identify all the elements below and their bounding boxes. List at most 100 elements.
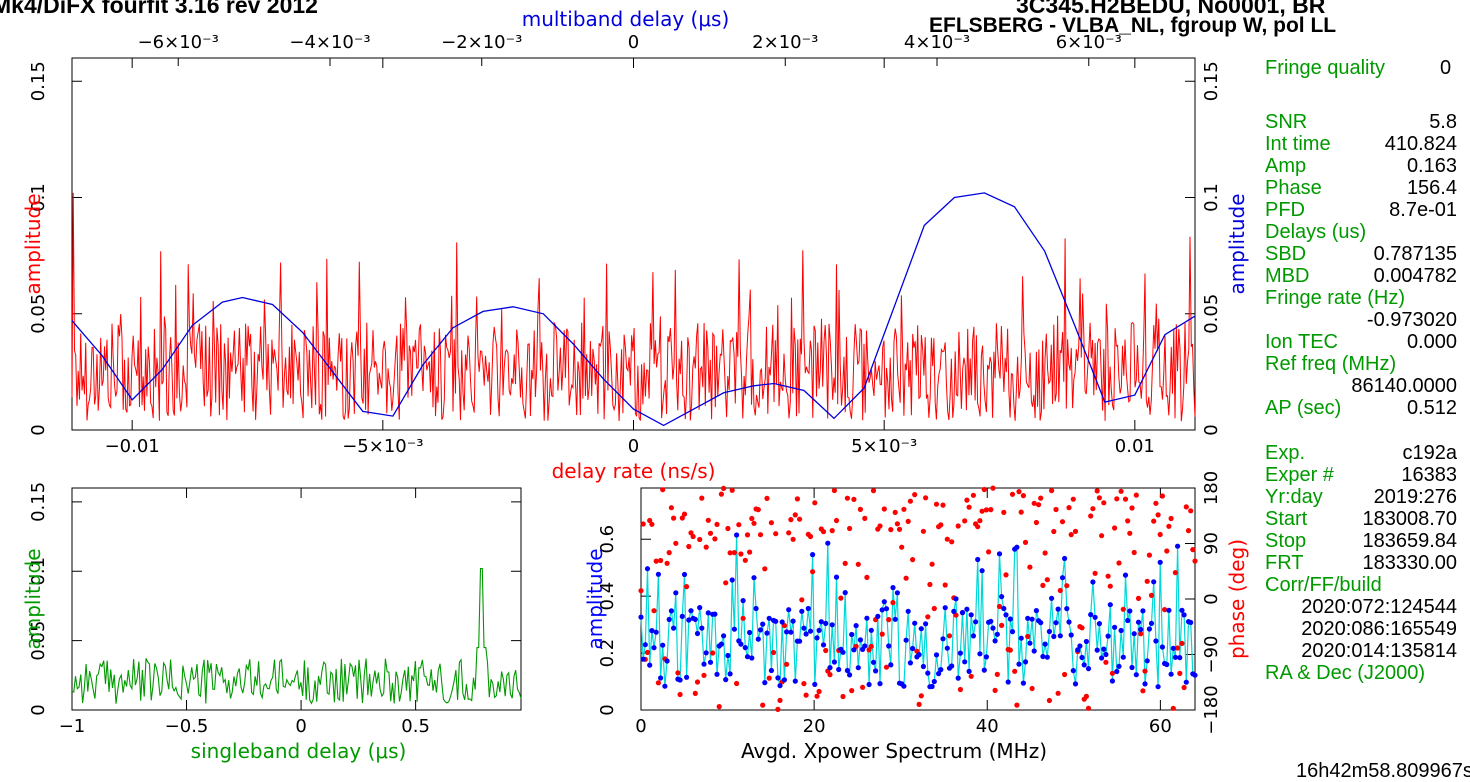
xpower-amplitude-point bbox=[944, 645, 950, 651]
exper-num-value: 16383 bbox=[1401, 464, 1457, 486]
xpower-phase-point bbox=[986, 549, 992, 555]
xpower-amplitude-point bbox=[983, 654, 990, 660]
xpower-amplitude-point bbox=[820, 642, 827, 648]
xpower-phase-point bbox=[655, 680, 662, 686]
xpower-amplitude-point bbox=[1133, 672, 1139, 678]
singleband-ylabel: amplitude bbox=[21, 548, 45, 649]
xpower-amplitude-point bbox=[718, 641, 725, 647]
xpower-amplitude-point bbox=[814, 635, 820, 641]
xpower-phase-point bbox=[757, 532, 764, 538]
delay-rate-y-tick-label: 0.1 bbox=[28, 183, 49, 212]
xpower-phase-point bbox=[868, 643, 874, 650]
xpower-phase-point bbox=[855, 561, 861, 567]
xpower-amplitude-point bbox=[1144, 658, 1150, 664]
xpower-phase-point bbox=[881, 506, 887, 512]
xpower-phase-point bbox=[644, 649, 651, 656]
xpower-phase-point bbox=[770, 649, 777, 656]
xpower-amplitude-point bbox=[873, 668, 879, 674]
xpower-phase-point bbox=[1036, 502, 1042, 508]
xpower-phase-point bbox=[894, 521, 901, 527]
xpower-phase-point bbox=[962, 518, 968, 524]
xpower-phase-point bbox=[829, 528, 835, 534]
xpower-amplitude-point bbox=[1031, 648, 1037, 654]
xpower-amplitude-point bbox=[1101, 646, 1107, 652]
xpower-phase-point bbox=[1101, 500, 1107, 506]
xpower-phase-point bbox=[1127, 530, 1133, 536]
xpower-amplitude-point bbox=[1025, 615, 1031, 621]
xpower-phase-point bbox=[1088, 513, 1094, 519]
xpower-phase-point bbox=[1157, 531, 1163, 538]
xpower-amplitude-point bbox=[686, 617, 692, 623]
xpower-amplitude-point bbox=[962, 659, 968, 665]
xpower-phase-point bbox=[1031, 500, 1037, 506]
xpower-amplitude-point bbox=[1181, 612, 1187, 618]
xpower-phase-point bbox=[760, 702, 766, 708]
delay-rate-ylabel-right: amplitude bbox=[1225, 193, 1249, 294]
start-label: Start bbox=[1265, 508, 1308, 530]
delay-rate-x-tick-label: 0 bbox=[628, 436, 639, 457]
xpower-amplitude-point bbox=[1140, 608, 1146, 614]
xpower-amplitude-point bbox=[918, 626, 924, 632]
xpower-phase-point bbox=[931, 605, 937, 612]
xpower-amplitude-point bbox=[916, 652, 922, 658]
xpower-phase-point bbox=[833, 517, 840, 524]
xpower-amplitude-point bbox=[1049, 595, 1055, 601]
xpower-amplitude-point bbox=[1064, 606, 1070, 612]
mbd-x-tick-label: 2×10⁻³ bbox=[752, 32, 818, 53]
xpower-amplitude-point bbox=[1040, 653, 1046, 660]
xpower-amplitude-point bbox=[959, 610, 966, 616]
xpower-phase-point bbox=[712, 536, 718, 542]
xpower-amplitude-point bbox=[823, 620, 829, 627]
xpower-amplitude-point bbox=[901, 683, 907, 689]
xpower-phase-point bbox=[734, 680, 740, 687]
xpower-amplitude-point bbox=[1007, 616, 1013, 622]
xpower-amplitude-point bbox=[853, 623, 859, 629]
xpower-phase-point bbox=[1055, 690, 1061, 696]
xpower-phase-tick-label: 180 bbox=[1201, 471, 1222, 505]
xpower-amplitude-point bbox=[723, 677, 729, 683]
xpower-amplitude-point bbox=[883, 606, 890, 612]
xpower-amplitude-point bbox=[799, 608, 805, 614]
xpower-phase-point bbox=[777, 697, 783, 704]
xpower-phase-point bbox=[1133, 492, 1139, 498]
xpower-amplitude-point bbox=[881, 599, 887, 605]
xpower-amplitude-point bbox=[1062, 555, 1068, 562]
xpower-amplitude-point bbox=[660, 642, 666, 648]
xpower-amplitude-point bbox=[1105, 633, 1111, 639]
fringe-rate-label: Fringe rate (Hz) bbox=[1265, 287, 1406, 309]
xpower-amplitude-point bbox=[1142, 681, 1148, 687]
mbd-x-tick-label: 6×10⁻³ bbox=[1056, 32, 1122, 53]
program-title: Mk4/DiFX fourfit 3.16 rev 2012 bbox=[0, 0, 318, 18]
fringe-quality-value: 0 bbox=[1440, 57, 1452, 79]
xpower-amplitude-point bbox=[655, 571, 662, 577]
xpower-amplitude-point bbox=[907, 660, 914, 666]
xpower-phase-point bbox=[1144, 578, 1150, 584]
xpower-phase-point bbox=[1170, 705, 1176, 711]
phase-label: Phase bbox=[1265, 177, 1322, 199]
delay-rate-x-tick-label: 0.01 bbox=[1115, 436, 1155, 457]
xpower-phase-point bbox=[794, 496, 801, 502]
xpower-amplitude-point bbox=[1166, 607, 1172, 613]
xpower-phase-point bbox=[749, 515, 755, 522]
xpower-amplitude-point bbox=[738, 641, 744, 647]
xpower-amplitude-point bbox=[1131, 631, 1137, 637]
xpower-phase-point bbox=[816, 688, 822, 695]
xpower-amplitude-point bbox=[851, 647, 857, 653]
xpower-phase-point bbox=[905, 518, 911, 525]
xpower-amplitude-point bbox=[1183, 679, 1189, 685]
xpower-amplitude-point bbox=[1044, 654, 1050, 660]
xpower-phase-point bbox=[910, 557, 916, 563]
xpower-phase-point bbox=[979, 508, 985, 514]
xpower-y-tick-label: 0.6 bbox=[597, 525, 618, 554]
xpower-amplitude-point bbox=[1075, 647, 1081, 653]
xpower-phase-point bbox=[729, 487, 735, 493]
xpower-amplitude-point bbox=[725, 652, 731, 659]
xpower-phase-point bbox=[1009, 491, 1016, 497]
xpower-phase-point bbox=[899, 544, 905, 550]
xpower-phase-point bbox=[970, 492, 977, 498]
xpower-phase-point bbox=[1018, 509, 1024, 515]
delay-rate-y-tick-label-right: 0.05 bbox=[1201, 294, 1222, 334]
xpower-phase-point bbox=[996, 603, 1003, 610]
delay-rate-x-tick-label: 5×10⁻³ bbox=[851, 436, 917, 457]
xpower-phase-point bbox=[840, 693, 846, 700]
